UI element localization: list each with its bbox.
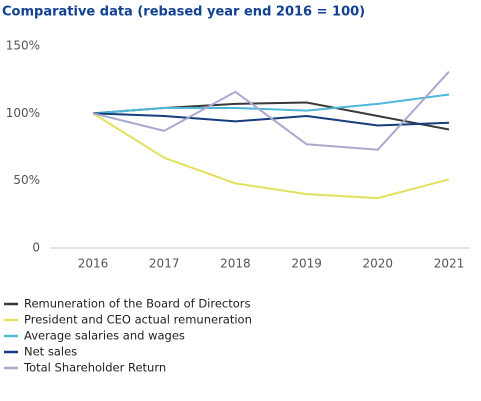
legend-label: President and CEO actual remuneration [24, 313, 252, 327]
series-line [92, 70, 450, 151]
y-tick-label: 50% [13, 173, 40, 187]
x-tick-label: 2017 [149, 257, 180, 271]
x-tick-label: 2018 [220, 257, 251, 271]
y-tick-label: 0 [32, 241, 40, 255]
legend-label: Remuneration of the Board of Directors [24, 297, 251, 311]
legend-label: Net sales [24, 345, 77, 359]
x-tick-label: 2019 [291, 257, 322, 271]
y-tick-label: 150% [6, 39, 40, 53]
series-line [92, 112, 450, 200]
legend-label: Total Shareholder Return [23, 361, 166, 375]
x-tick-label: 2021 [434, 257, 465, 271]
y-tick-label: 100% [6, 106, 40, 120]
chart-title: Comparative data (rebased year end 2016 … [2, 5, 365, 20]
legend-label: Average salaries and wages [24, 329, 185, 343]
x-tick-label: 2016 [78, 257, 109, 271]
x-tick-label: 2020 [363, 257, 394, 271]
series-line [92, 93, 450, 115]
